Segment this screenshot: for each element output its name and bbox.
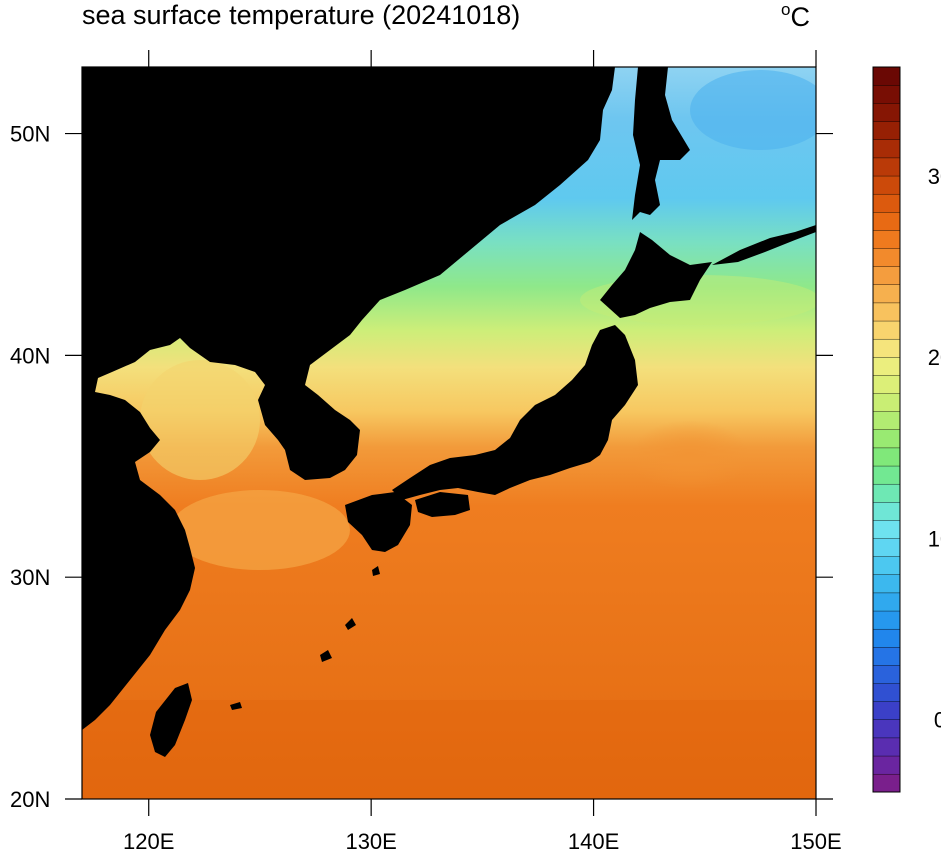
colorbar-segment	[872, 266, 901, 285]
colorbar-segment	[872, 501, 901, 521]
colorbar-segment	[872, 519, 901, 539]
colorbar-segment	[872, 284, 901, 304]
land-asia	[82, 67, 615, 730]
lat-tick-label: 40N	[10, 343, 50, 368]
colorbar-segment	[872, 229, 901, 249]
colorbar-segment	[872, 338, 901, 358]
colorbar-segment	[872, 84, 901, 104]
lat-tick-label: 20N	[10, 787, 50, 812]
colorbar-segment	[872, 356, 901, 376]
land-honshu	[392, 325, 638, 500]
yellow-sea-warm	[140, 360, 260, 480]
colorbar-segment	[872, 302, 901, 322]
colorbar-segment	[872, 465, 901, 485]
colorbar-segment	[872, 320, 901, 340]
colorbar-segment	[872, 248, 901, 267]
colorbar-frame	[872, 66, 901, 793]
lon-tick-label: 130E	[345, 829, 396, 854]
colorbar-segment	[872, 411, 901, 430]
colorbar-segment	[872, 773, 901, 793]
colorbar-segment	[872, 374, 901, 394]
colorbar-segment	[872, 592, 901, 612]
colorbar: 0 10 20 30	[872, 66, 941, 793]
colorbar-segment	[872, 393, 901, 412]
colorbar-segment	[872, 121, 901, 140]
colorbar-segment	[872, 157, 901, 177]
colorbar-segment	[872, 683, 901, 702]
colorbar-segment	[872, 646, 901, 666]
colorbar-segment	[872, 193, 901, 213]
land-kurils	[712, 225, 816, 265]
lon-tick-label: 120E	[123, 829, 174, 854]
colorbar-segment	[872, 483, 901, 503]
land-ishigaki	[230, 702, 242, 710]
map-ticks: 120E 130E 140E 150E 20N 30N 40N 50N	[10, 50, 842, 854]
colorbar-segment	[872, 556, 901, 575]
colorbar-segment	[872, 139, 901, 159]
colorbar-label: 10	[928, 526, 941, 551]
colorbar-segment	[872, 755, 901, 775]
warm-eddy	[630, 420, 750, 490]
colorbar-segment	[872, 574, 901, 594]
colorbar-segment	[872, 737, 901, 757]
colorbar-segment	[872, 429, 901, 449]
south-band	[82, 700, 816, 799]
land-kyushu	[345, 492, 412, 552]
land	[82, 67, 816, 757]
land-ryukyu	[320, 566, 380, 662]
colorbar-segment	[872, 628, 901, 648]
colorbar-segment	[872, 610, 901, 630]
colorbar-label: 20	[928, 345, 941, 370]
degree-symbol: o	[781, 0, 791, 19]
lon-tick-label: 150E	[790, 829, 841, 854]
colorbar-segment	[872, 447, 901, 467]
colorbar-segment	[872, 175, 901, 195]
chart-title: sea surface temperature (20241018)	[82, 0, 521, 30]
land-shikoku	[415, 492, 470, 517]
colorbar-segment	[872, 66, 901, 86]
lon-tick-label: 140E	[568, 829, 619, 854]
colorbar-segment	[872, 719, 901, 739]
colorbar-segment	[872, 538, 901, 557]
unit-label: oC	[781, 0, 810, 33]
east-china-sea	[170, 490, 350, 570]
colorbar-label: 30	[928, 164, 941, 189]
colorbar-segment	[872, 103, 901, 122]
lat-tick-label: 30N	[10, 565, 50, 590]
unit-letter: C	[790, 2, 810, 32]
land-hokkaido	[600, 232, 712, 318]
colorbar-segment	[872, 701, 901, 720]
land-sakhalin	[632, 67, 690, 220]
colorbar-segment	[872, 664, 901, 684]
map-frame	[81, 66, 817, 800]
colorbar-segment	[872, 211, 901, 231]
colorbar-label: 0	[934, 708, 941, 733]
cold-okhotsk	[690, 70, 816, 150]
land-taiwan	[150, 683, 192, 757]
map-area	[82, 67, 816, 799]
lat-tick-label: 50N	[10, 122, 50, 147]
